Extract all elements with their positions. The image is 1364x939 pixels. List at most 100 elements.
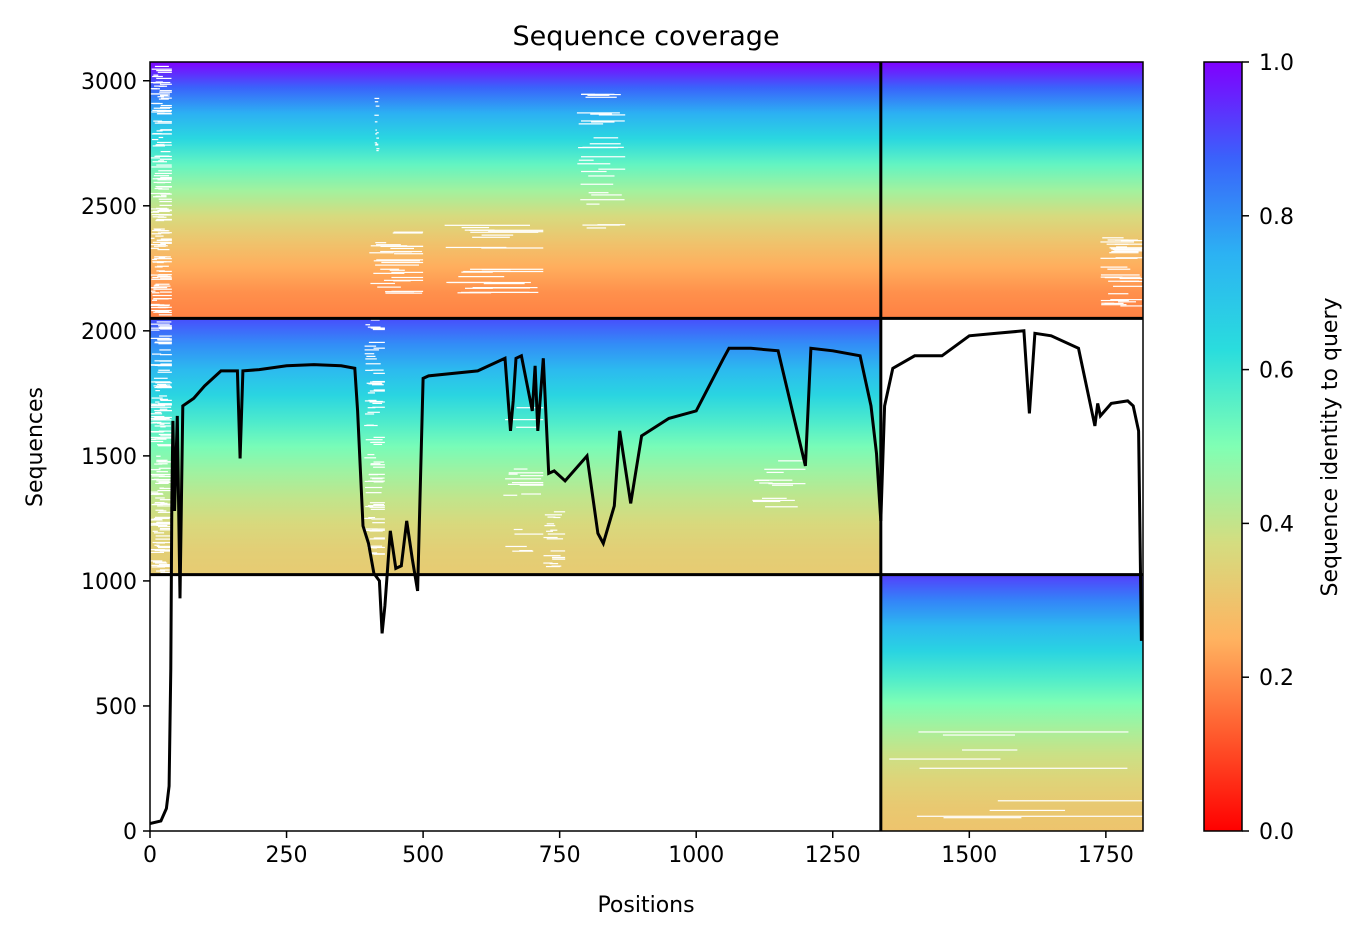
gap-strip (589, 143, 621, 145)
gap-strip (154, 341, 172, 343)
gap-strip (364, 424, 378, 427)
gap-strip (151, 478, 171, 481)
gap-strip (367, 453, 375, 456)
gap-strip (159, 395, 168, 397)
gap-strip (152, 75, 159, 78)
gap-strip (1104, 277, 1121, 279)
gap-strip (159, 354, 172, 356)
gap-strip (752, 499, 795, 501)
gap-strip (160, 193, 172, 195)
gap-strip (374, 97, 380, 100)
gap-strip (151, 299, 158, 301)
gap-strip (153, 385, 168, 387)
gap-strip (370, 463, 381, 465)
gap-strip (578, 159, 594, 161)
gap-strip (159, 335, 172, 337)
gap-strip (159, 481, 172, 483)
gap-strip (155, 219, 165, 222)
gap-strip (585, 96, 617, 98)
gap-strip (156, 459, 168, 461)
gap-strip (158, 327, 172, 329)
gap-strip (150, 440, 164, 443)
gap-strip (373, 260, 420, 262)
gap-strip (151, 415, 165, 418)
gap-strip (155, 497, 165, 499)
gap-strip (157, 511, 172, 513)
gap-strip (157, 460, 167, 462)
gap-strip (160, 97, 172, 99)
gap-strip (151, 364, 171, 366)
gap-strip (153, 418, 166, 420)
gap-strip (151, 518, 162, 520)
gap-strip (157, 549, 172, 551)
gap-strip (364, 349, 379, 351)
gap-strip (1114, 276, 1141, 278)
gap-strip (1118, 301, 1136, 303)
gap-strip (152, 178, 167, 180)
gap-strip (373, 436, 385, 438)
gap-strip (458, 276, 505, 278)
gap-strip (151, 397, 163, 399)
gap-strip (156, 521, 171, 524)
gap-strip (154, 229, 161, 231)
gap-strip (460, 291, 539, 294)
gap-strip (551, 565, 562, 567)
gap-strip (151, 492, 163, 495)
gap-strip (374, 121, 378, 123)
gap-strip (160, 243, 166, 246)
x-tick-label: 1500 (941, 843, 997, 868)
gap-strip (385, 292, 423, 294)
gap-strip (159, 510, 167, 512)
gap-strip (543, 555, 561, 557)
gap-strip (513, 528, 523, 531)
gap-strip (919, 767, 1128, 769)
gap-strip (376, 132, 379, 134)
gap-strip (547, 533, 566, 535)
gap-strip (157, 96, 164, 98)
gap-strip (155, 482, 169, 484)
colorbar-tick-label: 0.4 (1259, 512, 1294, 537)
gap-strip (1108, 293, 1129, 295)
gap-strip (156, 113, 172, 115)
gap-strip (1110, 248, 1143, 250)
gap-strip (157, 422, 171, 424)
gap-strip (151, 329, 160, 331)
gap-strip (159, 565, 172, 568)
gap-strip (154, 437, 172, 439)
gap-strip (151, 292, 160, 294)
gap-strip (160, 399, 172, 401)
gap-strip (372, 328, 385, 331)
gap-strip (505, 478, 542, 480)
gap-strip (942, 734, 1015, 736)
gap-strip (154, 256, 167, 258)
gap-strip (150, 406, 172, 408)
gap-strip (156, 144, 165, 146)
gap-strip (369, 473, 385, 475)
x-tick-label: 1000 (668, 843, 724, 868)
gap-strip (369, 506, 385, 508)
gap-strip (157, 230, 170, 232)
gap-strip (598, 168, 626, 170)
gap-strip (1100, 266, 1128, 268)
gap-strip (151, 309, 172, 312)
gap-strip (1114, 239, 1138, 241)
coverage-gaps (150, 65, 1143, 831)
gap-strip (371, 384, 384, 386)
y-tick-label: 500 (95, 695, 137, 720)
gap-strip (369, 502, 385, 504)
gap-strip (159, 550, 171, 552)
gap-strip (367, 411, 380, 413)
gap-strip (155, 538, 172, 540)
gap-strip (393, 280, 411, 282)
gap-strip (389, 269, 405, 271)
gap-strip (158, 136, 164, 139)
gap-strip (153, 107, 170, 109)
gap-strip (152, 161, 167, 163)
gap-strip (365, 324, 371, 326)
gap-strip (394, 253, 424, 255)
gap-strip (158, 170, 172, 172)
gap-strip (365, 486, 383, 489)
gap-strip (159, 349, 171, 351)
gap-strip (159, 158, 172, 160)
gap-strip (150, 551, 165, 554)
